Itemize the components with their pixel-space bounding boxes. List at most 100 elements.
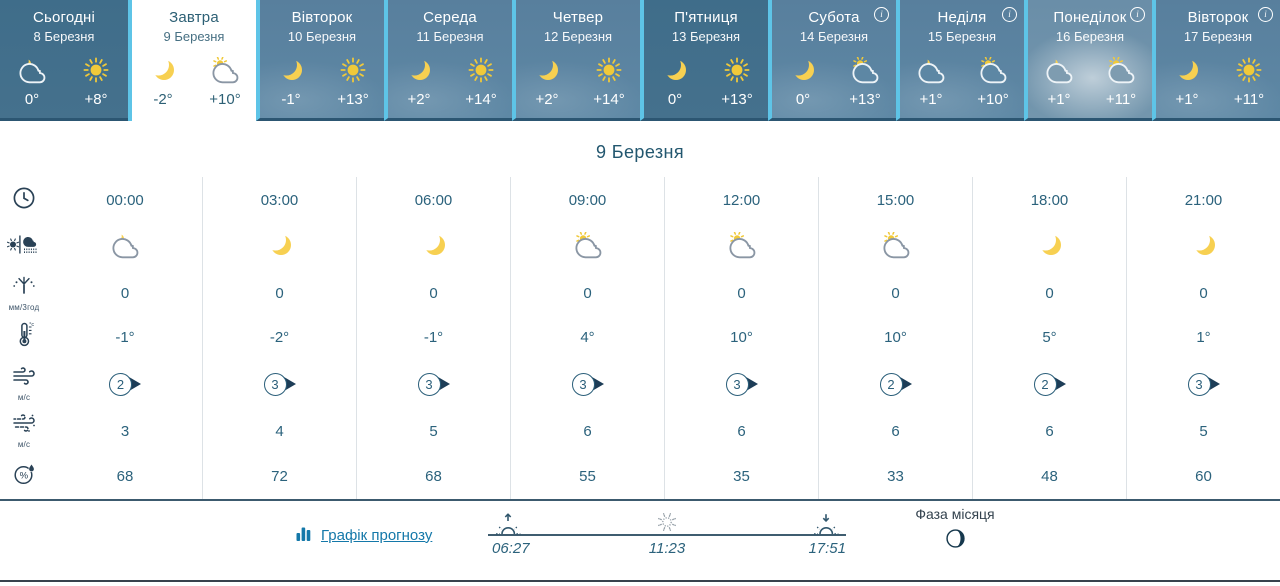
info-icon[interactable]: i xyxy=(874,7,889,22)
sun-icon xyxy=(1218,55,1280,85)
wind-cell: 2 xyxy=(972,359,1126,409)
temp-day: +13° xyxy=(849,91,881,108)
condition-cell xyxy=(972,223,1126,271)
info-icon[interactable]: i xyxy=(1258,7,1273,22)
day-icons xyxy=(0,53,128,87)
info-icon[interactable]: i xyxy=(1130,7,1145,22)
noon-sun-icon xyxy=(655,510,679,539)
wind-speed: 3 xyxy=(571,372,595,396)
gust-cell: 6 xyxy=(510,409,664,453)
moon-icon xyxy=(260,56,322,84)
temp-night: 0° xyxy=(667,91,683,108)
moon-phase-block: Фаза місяця xyxy=(880,506,1030,555)
temp-night: -2° xyxy=(153,91,173,108)
day-icons xyxy=(900,53,1024,87)
sun-icon xyxy=(706,55,768,85)
day-temps: +2° +14° xyxy=(388,91,512,108)
time-cell: 21:00 xyxy=(1126,177,1280,223)
wind-direction-indicator: 2 xyxy=(1033,372,1066,396)
cloud-sun-icon xyxy=(834,56,896,84)
svg-text:%: % xyxy=(19,470,28,481)
day-date: 12 Березня xyxy=(543,29,613,44)
cloud-moon-icon xyxy=(1028,57,1090,84)
day-card-6[interactable]: П'ятниця 13 Березня 0° +13° xyxy=(640,0,768,121)
cloud-moon-icon xyxy=(0,57,64,84)
day-card-3[interactable]: Вівторок 10 Березня -1° +13° xyxy=(256,0,384,121)
humidity-cell: 33 xyxy=(818,453,972,499)
humidity-cell: 60 xyxy=(1126,453,1280,499)
day-name: Сьогодні xyxy=(32,9,96,26)
temp-day: +11° xyxy=(1233,91,1265,108)
footer-bar: Графік прогнозу 06:27 11:23 17:51 Фаза м… xyxy=(0,498,1280,586)
day-card-10[interactable]: i Вівторок 17 Березня +1° +11° xyxy=(1152,0,1280,121)
day-card-8[interactable]: i Неділя 15 Березня +1° +10° xyxy=(896,0,1024,121)
wind-arrow-icon xyxy=(745,377,758,391)
precipitation-cell: 0 xyxy=(1126,271,1280,315)
moon-icon xyxy=(132,56,194,84)
row-unit: м/с xyxy=(17,440,31,449)
condition-cell xyxy=(664,223,818,271)
bar-chart-icon xyxy=(296,524,313,546)
svg-text:°c: °c xyxy=(29,322,34,328)
day-date: 14 Березня xyxy=(799,29,869,44)
time-cell: 03:00 xyxy=(202,177,356,223)
wind-speed: 2 xyxy=(879,372,903,396)
precipitation-cell: 0 xyxy=(972,271,1126,315)
day-date: 8 Березня xyxy=(33,29,95,44)
sun-icon xyxy=(322,55,384,85)
temperature-cell: 5° xyxy=(972,315,1126,359)
day-card-9[interactable]: i Понеділок 16 Березня +1° +11° xyxy=(1024,0,1152,121)
info-icon[interactable]: i xyxy=(1002,7,1017,22)
temperature-cell: -2° xyxy=(202,315,356,359)
moon-icon xyxy=(1156,56,1218,84)
cloud-moon-icon xyxy=(900,57,962,84)
day-card-1[interactable]: Сьогодні 8 Березня 0° +8° xyxy=(0,0,128,121)
wind-cell: 2 xyxy=(48,359,202,409)
wind-cell: 3 xyxy=(510,359,664,409)
sunrise-icon xyxy=(494,512,522,543)
wind-cell: 3 xyxy=(202,359,356,409)
cloud-moon-icon xyxy=(108,232,142,263)
temperature-cell: 10° xyxy=(664,315,818,359)
day-temps: +1° +11° xyxy=(1028,91,1152,108)
gust-cell: 6 xyxy=(972,409,1126,453)
day-temps: +1° +10° xyxy=(900,91,1024,108)
day-card-7[interactable]: i Субота 14 Березня 0° +13° xyxy=(768,0,896,121)
row-unit: м/с xyxy=(17,393,31,402)
wind-arrow-icon xyxy=(283,377,296,391)
row-label-precipitation: мм/3год xyxy=(0,271,48,315)
wind-cell: 3 xyxy=(356,359,510,409)
wind-icon xyxy=(11,366,37,391)
day-card-4[interactable]: Середа 11 Березня +2° +14° xyxy=(384,0,512,121)
sun-icon xyxy=(578,55,640,85)
day-date: 16 Березня xyxy=(1055,29,1125,44)
wind-arrow-icon xyxy=(1207,377,1220,391)
wind-arrow-icon xyxy=(437,377,450,391)
moon-icon xyxy=(266,231,294,263)
wind-arrow-icon xyxy=(129,377,141,391)
time-cell: 09:00 xyxy=(510,177,664,223)
day-icons xyxy=(1028,53,1152,87)
wind-speed: 3 xyxy=(263,372,287,396)
forecast-chart-link[interactable]: Графік прогнозу xyxy=(296,524,432,546)
day-card-5[interactable]: Четвер 12 Березня +2° +14° xyxy=(512,0,640,121)
temp-day: +13° xyxy=(721,91,753,108)
precipitation-cell: 0 xyxy=(818,271,972,315)
hourly-forecast-table: 00:00 03:00 06:00 09:00 12:00 15:00 18:00 21:00… xyxy=(0,177,1280,501)
wind-speed: 2 xyxy=(1033,372,1057,396)
forecast-chart-link-label: Графік прогнозу xyxy=(321,526,433,544)
wind-direction-indicator: 2 xyxy=(879,372,912,396)
humidity-cell: 35 xyxy=(664,453,818,499)
gust-cell: 5 xyxy=(356,409,510,453)
day-icons xyxy=(516,53,640,87)
condition-cell xyxy=(510,223,664,271)
precipitation-cell: 0 xyxy=(664,271,818,315)
row-label-temperature: °c xyxy=(0,315,48,359)
wind-cell: 2 xyxy=(818,359,972,409)
moon-phase-label: Фаза місяця xyxy=(915,506,995,522)
sun-timeline: 06:27 11:23 17:51 xyxy=(488,506,846,560)
humidity-cell: 68 xyxy=(116,467,134,485)
day-name: Субота xyxy=(808,9,860,26)
wind-speed: 3 xyxy=(725,372,749,396)
day-card-2[interactable]: Завтра 9 Березня -2° +10° xyxy=(128,0,256,121)
